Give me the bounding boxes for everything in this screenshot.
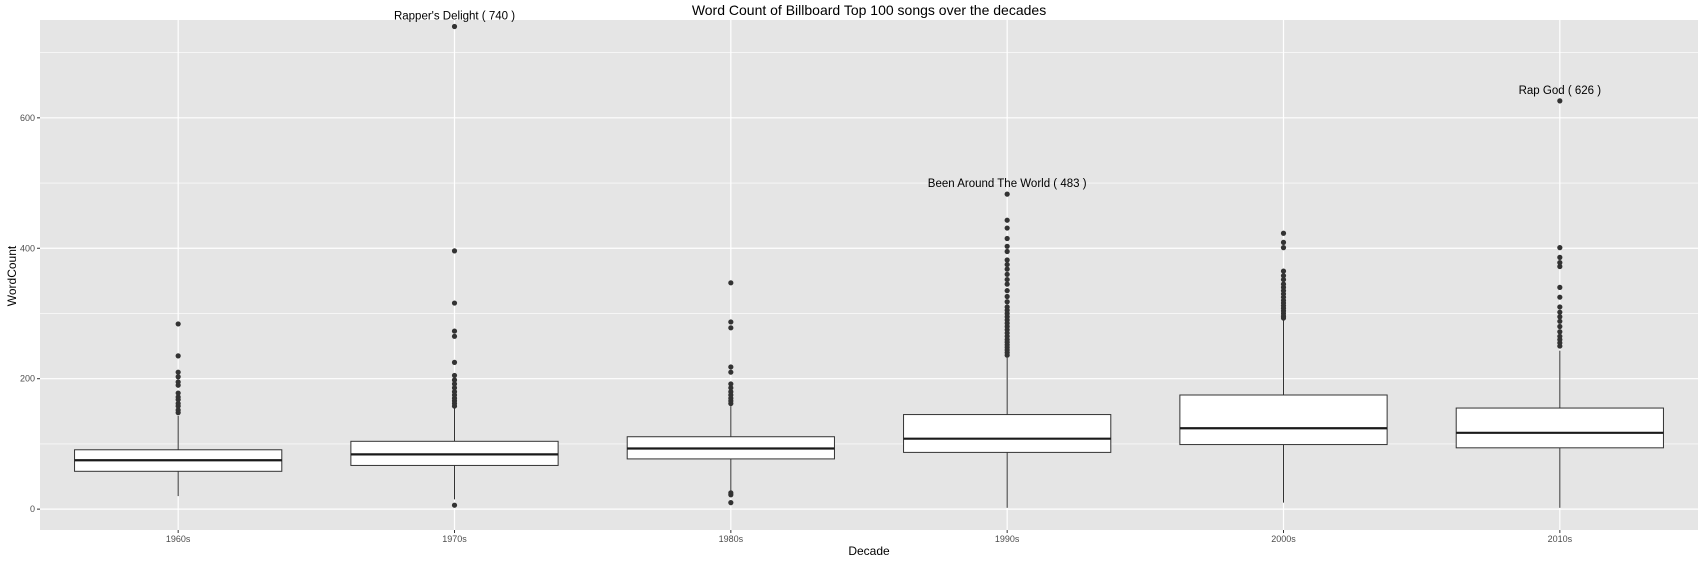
- y-tick-label: 600: [20, 113, 35, 123]
- outlier-point: [176, 370, 181, 375]
- annotation-label: Rap God ( 626 ): [1519, 85, 1602, 97]
- outlier-point: [1005, 225, 1010, 230]
- outlier-point: [728, 370, 733, 375]
- outlier-point: [1281, 268, 1286, 273]
- outlier-point: [1005, 249, 1010, 254]
- outlier-point: [452, 373, 457, 378]
- outlier-point: [1005, 257, 1010, 262]
- chart-title: Word Count of Billboard Top 100 songs ov…: [692, 2, 1046, 18]
- outlier-point: [1557, 98, 1562, 103]
- outlier-point: [1281, 240, 1286, 245]
- outlier-point: [728, 325, 733, 330]
- outlier-point: [1557, 245, 1562, 250]
- outlier-point: [452, 360, 457, 365]
- outlier-point: [1005, 218, 1010, 223]
- x-tick-label: 1990s: [995, 534, 1020, 544]
- y-tick-label: 0: [30, 504, 35, 514]
- outlier-point: [1557, 314, 1562, 319]
- annotation-label: Rapper's Delight ( 740 ): [394, 11, 515, 23]
- outlier-point: [1005, 299, 1010, 304]
- outlier-point: [1005, 244, 1010, 249]
- outlier-point: [1557, 324, 1562, 329]
- outlier-point: [1557, 334, 1562, 339]
- outlier-point: [452, 300, 457, 305]
- outlier-point: [1557, 329, 1562, 334]
- outlier-point: [728, 319, 733, 324]
- outlier-point: [1005, 262, 1010, 267]
- outlier-point: [1281, 273, 1286, 278]
- outlier-point: [1281, 231, 1286, 236]
- outlier-point: [1557, 255, 1562, 260]
- iqr-box: [1456, 408, 1663, 448]
- outlier-point: [176, 321, 181, 326]
- outlier-point: [1281, 245, 1286, 250]
- panel-background: [40, 20, 1698, 530]
- outlier-point: [176, 374, 181, 379]
- outlier-point: [1005, 304, 1010, 309]
- outlier-point: [452, 24, 457, 29]
- x-tick-label: 1970s: [442, 534, 467, 544]
- x-tick-label: 1980s: [719, 534, 744, 544]
- outlier-point: [1005, 236, 1010, 241]
- outlier-point: [1005, 272, 1010, 277]
- outlier-point: [1557, 310, 1562, 315]
- outlier-point: [1557, 295, 1562, 300]
- outlier-point: [1005, 294, 1010, 299]
- outlier-point: [452, 503, 457, 508]
- outlier-point: [176, 390, 181, 395]
- outlier-point: [176, 353, 181, 358]
- outlier-point: [452, 377, 457, 382]
- outlier-point: [1557, 260, 1562, 265]
- outlier-point: [452, 248, 457, 253]
- outlier-point: [1557, 285, 1562, 290]
- annotation-label: Been Around The World ( 483 ): [928, 178, 1087, 190]
- x-tick-label: 2010s: [1548, 534, 1573, 544]
- outlier-point: [452, 328, 457, 333]
- outlier-point: [728, 280, 733, 285]
- y-axis-title: WordCount: [5, 245, 19, 306]
- outlier-point: [728, 500, 733, 505]
- outlier-point: [728, 364, 733, 369]
- outlier-point: [176, 379, 181, 384]
- outlier-point: [728, 490, 733, 495]
- outlier-point: [452, 334, 457, 339]
- iqr-box: [1180, 395, 1387, 445]
- outlier-point: [1005, 288, 1010, 293]
- outlier-point: [1005, 192, 1010, 197]
- outlier-point: [728, 381, 733, 386]
- iqr-box: [904, 415, 1111, 453]
- outlier-point: [1005, 282, 1010, 287]
- outlier-point: [1557, 304, 1562, 309]
- outlier-point: [1005, 267, 1010, 272]
- outlier-point: [1557, 319, 1562, 324]
- outlier-point: [1005, 277, 1010, 282]
- x-axis-title: Decade: [848, 544, 890, 558]
- x-tick-label: 2000s: [1271, 534, 1296, 544]
- y-tick-label: 400: [20, 243, 35, 253]
- y-tick-label: 200: [20, 374, 35, 384]
- outlier-point: [1281, 282, 1286, 287]
- x-tick-label: 1960s: [166, 534, 191, 544]
